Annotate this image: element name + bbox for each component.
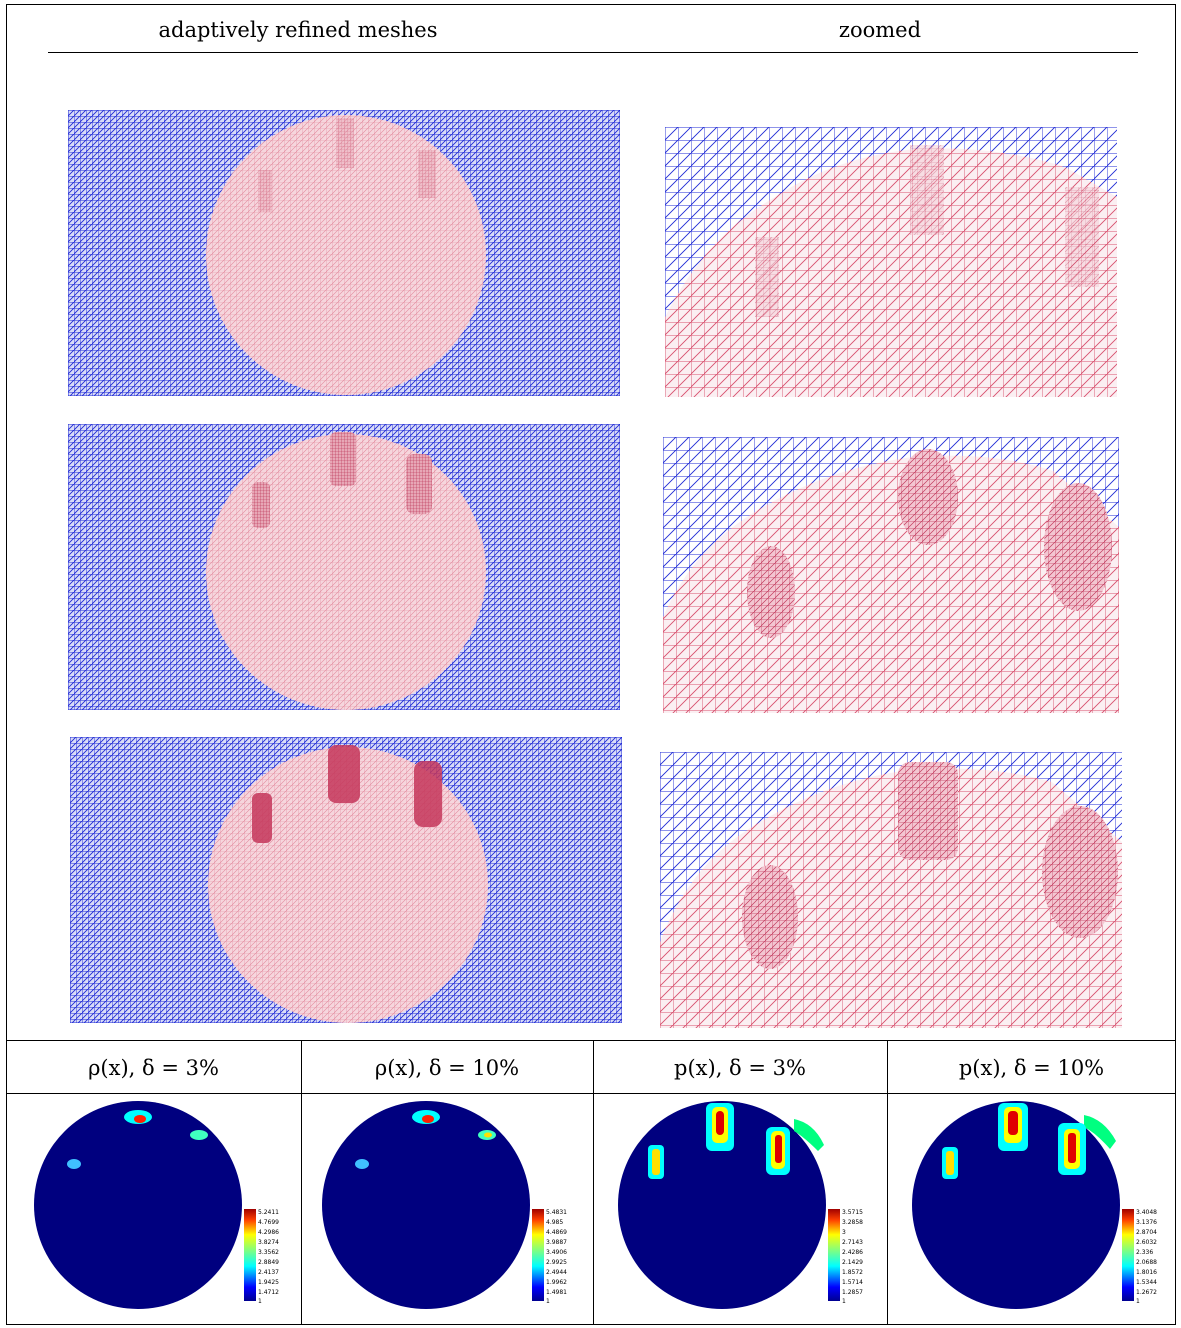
colorbar-label: 1.5344 xyxy=(1136,1279,1157,1286)
table-divider-1 xyxy=(301,1040,302,1325)
colorbar-label: 1.4712 xyxy=(258,1289,279,1296)
colorbar-label: 4.985 xyxy=(546,1219,563,1226)
mesh-zoomed-3 xyxy=(660,752,1122,1028)
colorbar-label: 1.8572 xyxy=(842,1269,863,1276)
colorbar-label: 1.9962 xyxy=(546,1279,567,1286)
colorbar-label: 2.8704 xyxy=(1136,1229,1157,1236)
colorbar-label: 2.7143 xyxy=(842,1239,863,1246)
colorbar-label: 5.2411 xyxy=(258,1209,279,1216)
mesh-full-3 xyxy=(70,737,622,1023)
colorbar-label: 2.4137 xyxy=(258,1269,279,1276)
mesh-zoomed-1 xyxy=(665,127,1117,397)
colorbar-label: 2.4286 xyxy=(842,1249,863,1256)
colorbar-label: 3 xyxy=(842,1229,846,1236)
colorbar-label: 3.4906 xyxy=(546,1249,567,1256)
colorbar-label: 2.4944 xyxy=(546,1269,567,1276)
plot-title-p-3: p(x), δ = 3% xyxy=(674,1056,806,1080)
colorbar-label: 4.4869 xyxy=(546,1229,567,1236)
header-rule xyxy=(48,52,1138,53)
column-header-meshes: adaptively refined meshes xyxy=(158,18,438,42)
colorbar-label: 3.8274 xyxy=(258,1239,279,1246)
colorbar-label: 1.5714 xyxy=(842,1279,863,1286)
figure-frame xyxy=(6,4,1176,1325)
colorbar-label: 1.2857 xyxy=(842,1289,863,1296)
colorbar-label: 4.7699 xyxy=(258,1219,279,1226)
plot-title-rho-3: ρ(x), δ = 3% xyxy=(88,1056,219,1080)
colorbar-label: 3.4048 xyxy=(1136,1209,1157,1216)
colorbar-label: 2.9925 xyxy=(546,1259,567,1266)
colorbar-label: 1 xyxy=(546,1298,550,1305)
mesh-full-1 xyxy=(68,110,620,396)
colorbar-label: 2.6032 xyxy=(1136,1239,1157,1246)
colorbar-label: 2.0688 xyxy=(1136,1259,1157,1266)
colorbar-labels: 5.2411 4.7699 4.2986 3.8274 3.3562 2.884… xyxy=(258,1209,279,1305)
table-divider-3 xyxy=(887,1040,888,1325)
colorbar-label: 2.1429 xyxy=(842,1259,863,1266)
colorbar-label: 3.5715 xyxy=(842,1209,863,1216)
table-rule-mid xyxy=(6,1093,1176,1094)
plot-p-3: 3.5715 3.2858 3 2.7143 2.4286 2.1429 1.8… xyxy=(618,1097,880,1313)
plot-title-p-10: p(x), δ = 10% xyxy=(958,1056,1105,1080)
colorbar-label: 1.2672 xyxy=(1136,1289,1157,1296)
colorbar-label: 4.2986 xyxy=(258,1229,279,1236)
colorbar-label: 1.9425 xyxy=(258,1279,279,1286)
colorbar-label: 3.1376 xyxy=(1136,1219,1157,1226)
colorbar-label: 2.336 xyxy=(1136,1249,1153,1256)
plot-p-10: 3.4048 3.1376 2.8704 2.6032 2.336 2.0688… xyxy=(912,1097,1174,1313)
colorbar-label: 5.4831 xyxy=(546,1209,567,1216)
plot-rho-10: 5.4831 4.985 4.4869 3.9887 3.4906 2.9925… xyxy=(322,1097,584,1313)
plot-rho-3: 5.2411 4.7699 4.2986 3.8274 3.3562 2.884… xyxy=(34,1097,296,1313)
colorbar-label: 3.3562 xyxy=(258,1249,279,1256)
colorbar-label: 3.9887 xyxy=(546,1239,567,1246)
colorbar-label: 1 xyxy=(258,1298,262,1305)
colorbar-label: 1.4981 xyxy=(546,1289,567,1296)
colorbar-label: 1 xyxy=(1136,1298,1140,1305)
column-header-zoomed: zoomed xyxy=(838,18,922,42)
mesh-full-2 xyxy=(68,424,620,710)
colorbar-label: 1.8016 xyxy=(1136,1269,1157,1276)
mesh-zoomed-2 xyxy=(663,437,1119,713)
colorbar-label: 1 xyxy=(842,1298,846,1305)
table-divider-2 xyxy=(593,1040,594,1325)
colorbar-label: 3.2858 xyxy=(842,1219,863,1226)
table-rule-top xyxy=(6,1040,1176,1041)
plot-title-rho-10: ρ(x), δ = 10% xyxy=(374,1056,520,1080)
colorbar-label: 2.8849 xyxy=(258,1259,279,1266)
